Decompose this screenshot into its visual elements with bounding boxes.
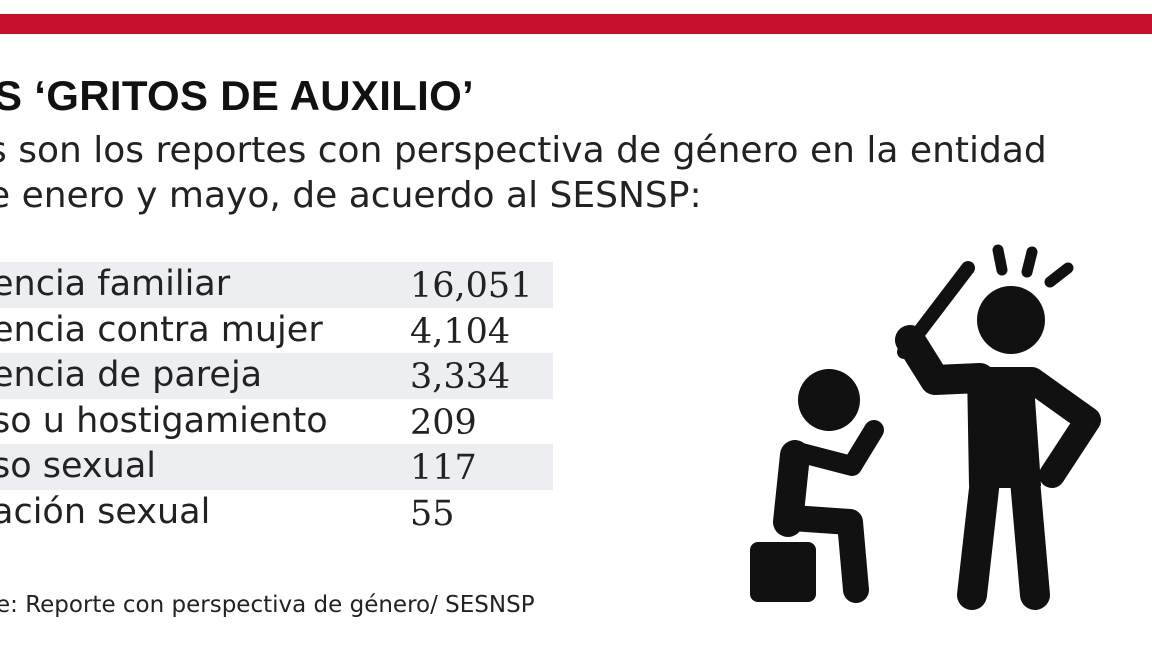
row-value: 117	[410, 448, 477, 488]
row-value: 55	[410, 493, 455, 534]
report-table: encia familiar 16,051 encia contra mujer…	[0, 262, 553, 535]
row-label: encia familiar	[0, 264, 231, 304]
subtitle: s son los reportes con perspectiva de gé…	[0, 128, 1047, 218]
impact-marks-icon	[992, 244, 1074, 288]
domestic-violence-icon	[750, 244, 1101, 610]
row-label: so sexual	[0, 446, 156, 486]
row-label: encia contra mujer	[0, 309, 323, 350]
row-value: 3,334	[410, 357, 511, 397]
row-value: 4,104	[410, 311, 511, 352]
table-row: so sexual 117	[0, 444, 553, 490]
aggressor-figure-icon	[895, 261, 1101, 610]
subtitle-line-1: s son los reportes con perspectiva de gé…	[0, 130, 1047, 171]
table-row: so u hostigamiento 209	[0, 399, 553, 445]
table-row: encia de pareja 3,334	[0, 353, 553, 399]
table-row: ación sexual 55	[0, 490, 553, 536]
table-row: encia contra mujer 4,104	[0, 308, 553, 354]
source-note: e: Reporte con perspectiva de género/ SE…	[0, 592, 535, 618]
table-row: encia familiar 16,051	[0, 262, 553, 308]
accent-bar	[0, 14, 1152, 34]
row-label: ación sexual	[0, 491, 211, 532]
headline: S ‘GRITOS DE AUXILIO’	[0, 72, 475, 119]
row-label: so u hostigamiento	[0, 400, 328, 441]
row-label: encia de pareja	[0, 355, 263, 395]
row-value: 16,051	[410, 266, 533, 306]
victim-figure-icon	[750, 369, 884, 603]
subtitle-line-2: e enero y mayo, de acuerdo al SESNSP:	[0, 175, 702, 216]
row-value: 209	[410, 402, 477, 443]
